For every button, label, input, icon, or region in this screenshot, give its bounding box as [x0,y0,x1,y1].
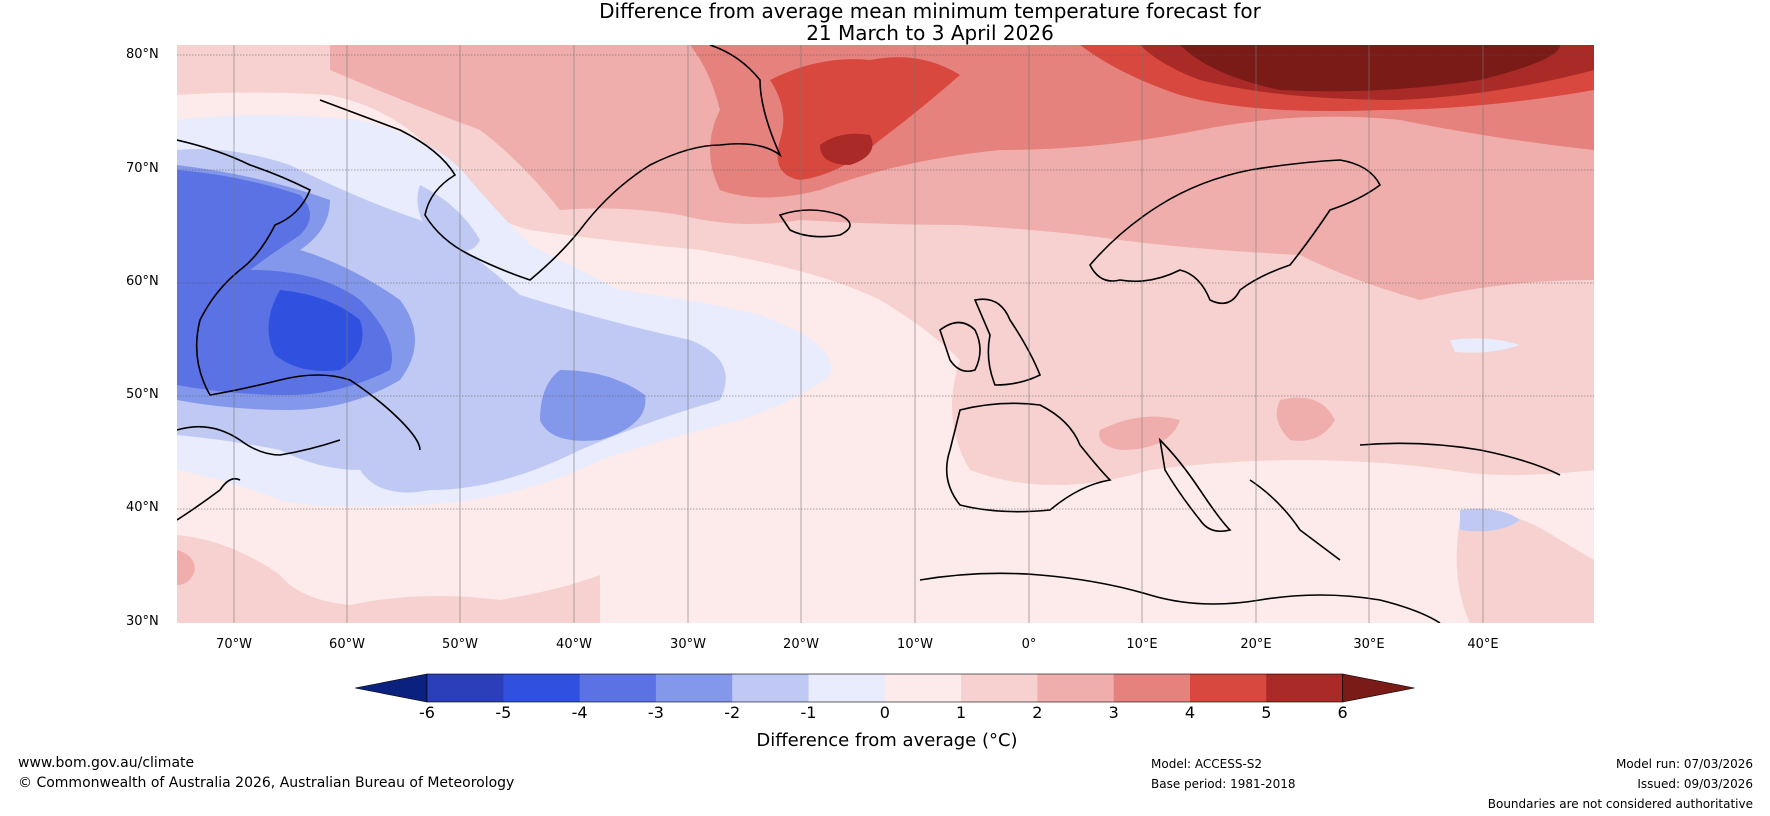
lon-label-30e: 30°E [1353,637,1385,652]
colorbar-segment [427,674,504,702]
colorbar-segment [1190,674,1267,702]
footer-disclaimer: Boundaries are not considered authoritat… [1487,797,1753,811]
lat-label-30n: 30°N [126,614,159,629]
colorbar-segment [961,674,1038,702]
colorbar-title: Difference from average (°C) [756,730,1018,751]
colorbar-segment [1113,674,1191,702]
lat-label-50n: 50°N [126,387,159,402]
coast-black-sea [1359,442,1561,476]
coast-north-america [177,139,421,451]
lon-label-70w: 70°W [216,637,252,652]
coastlines [177,45,1561,623]
footer-issued: Issued: 09/03/2026 [1637,777,1753,791]
colorbar-extend-high [1342,673,1415,703]
coast-nova-scotia [177,425,341,456]
coast-iberia-france [945,402,1112,513]
colorbar-segment [1037,674,1115,702]
anomaly-field [177,45,1594,623]
colorbar [354,673,1415,703]
map-title-line1: Difference from average mean minimum tem… [599,0,1261,23]
lat-label-80n: 80°N [126,47,159,62]
coast-north-africa [919,572,1441,623]
colorbar-tick-label: -5 [495,703,512,722]
anomaly-1-2-southeast [1456,513,1594,623]
lon-label-20e: 20°E [1240,637,1272,652]
coast-britain [973,298,1042,386]
footer-model-run: Model run: 07/03/2026 [1615,757,1753,771]
graticule [177,54,1594,510]
colorbar-segment [503,674,581,702]
colorbar-tick-label: -1 [800,703,817,722]
coast-greenland [319,45,782,281]
lon-label-40w: 40°W [556,637,592,652]
meridians [233,45,1484,623]
anomaly-2-3-scandinavia [1300,176,1400,205]
lon-label-10w: 10°W [897,637,933,652]
coast-italy [1158,437,1232,533]
coast-scandinavia [1089,159,1382,305]
footer-website: www.bom.gov.au/climate [18,755,195,771]
anomaly-minus3-minus2-atlantic [540,370,646,441]
colorbar-frame [426,673,1343,703]
lon-label-10e: 10°E [1126,637,1158,652]
coast-balkans [1249,479,1341,561]
anomaly-1-2-south [177,535,600,623]
colorbar-tick-label: -4 [571,703,588,722]
anomaly-2-3-balkans [1276,397,1335,441]
colorbar-tick-label: 3 [1108,703,1119,722]
lat-label-60n: 60°N [126,274,159,289]
colorbar-tick-label: 6 [1337,703,1348,722]
lon-label-20w: 20°W [783,637,819,652]
coast-ireland [939,321,981,373]
anomaly-above-6 [1180,45,1560,92]
colorbar-tick-label: -2 [724,703,741,722]
map-title-line2: 21 March to 3 April 2026 [806,21,1054,45]
colorbar-tick-label: 2 [1032,703,1043,722]
lon-label-30w: 30°W [670,637,706,652]
lon-label-40e: 40°E [1467,637,1499,652]
footer-base-period: Base period: 1981-2018 [1151,777,1296,791]
colorbar-tick-label: 1 [956,703,967,722]
colorbar-segment [808,674,886,702]
footer-copyright: © Commonwealth of Australia 2026, Austra… [18,775,515,791]
lon-label-50w: 50°W [442,637,478,652]
lat-label-70n: 70°N [126,161,159,176]
lon-label-0: 0° [1021,637,1037,652]
colorbar-segment [655,674,733,702]
anomaly-4-5-greenland-sea [770,57,960,181]
anomaly-2-3-southwest [177,550,195,585]
coast-iceland [778,209,851,238]
colorbar-segment [1266,674,1344,702]
colorbar-tick-label: 4 [1184,703,1196,722]
anomaly-minus2-minus1-labrador [417,185,480,252]
colorbar-tick-label: -3 [647,703,664,722]
lon-label-60w: 60°W [329,637,365,652]
colorbar-segment [884,674,962,702]
colorbar-tick-label: 5 [1261,703,1272,722]
lat-label-40n: 40°N [126,500,159,515]
anomaly-minus5-minus4 [268,290,363,371]
colorbar-extend-low [354,673,428,703]
colorbar-segment [732,674,809,702]
anomaly-minus2-minus1-turkey [1460,508,1520,532]
footer-model: Model: ACCESS-S2 [1151,757,1263,771]
colorbar-tick-label: -6 [419,703,435,722]
anomaly-5-6-a [820,133,873,165]
anomaly-minus1-0-russia [1450,338,1520,353]
colorbar-segment [579,674,657,702]
colorbar-tick-label: 0 [879,703,890,722]
